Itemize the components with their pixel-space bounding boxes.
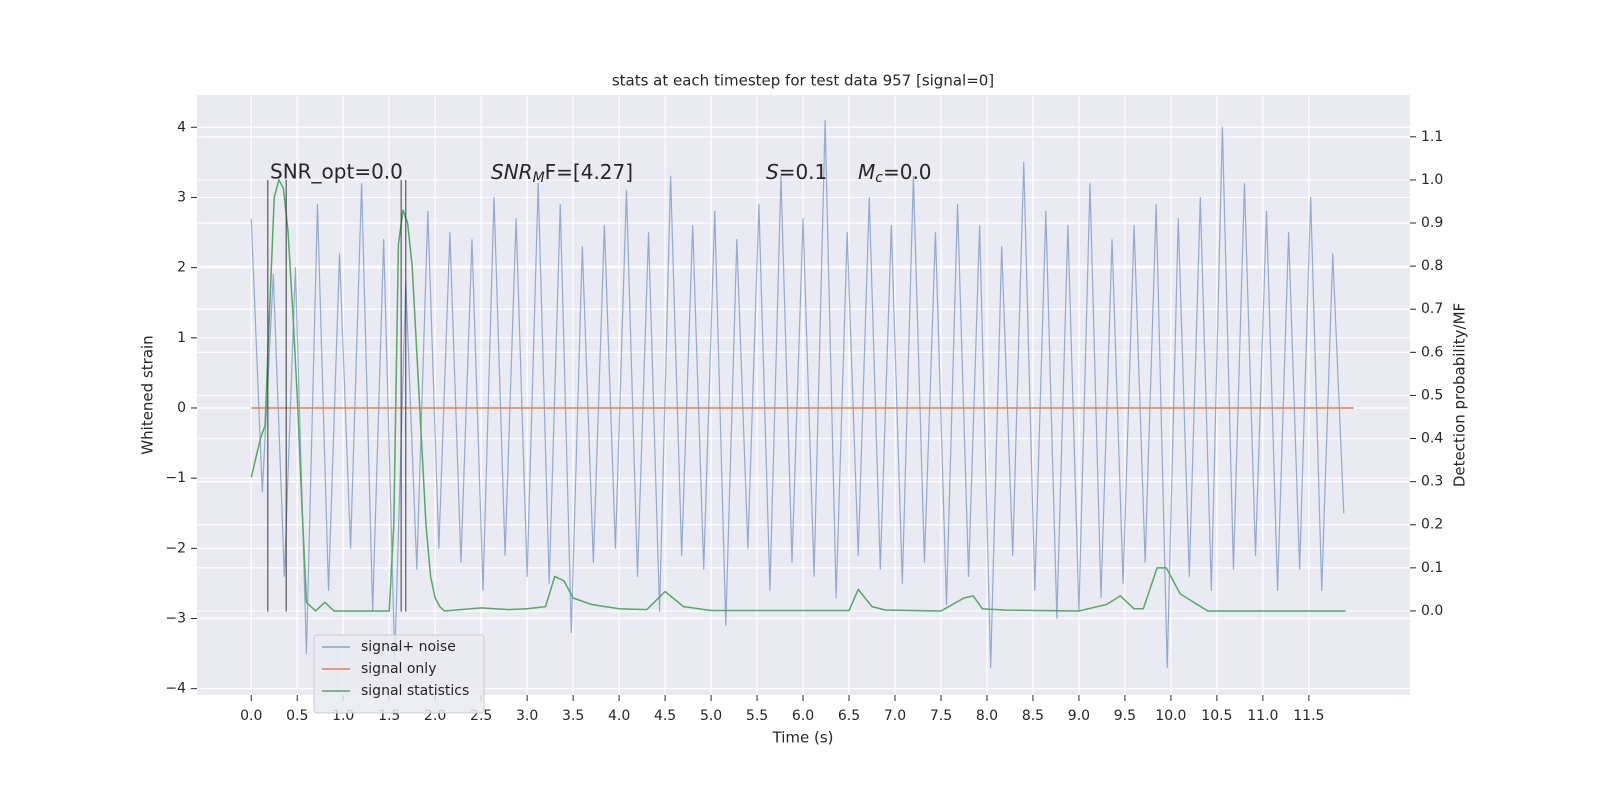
x-tick-label: 10.5: [1201, 708, 1232, 724]
annotation: Mc=0.0: [858, 160, 932, 187]
y2-tick-label: 0.7: [1421, 301, 1443, 317]
x-tick-label: 9.5: [1114, 708, 1136, 724]
x-tick-label: 11.0: [1247, 708, 1278, 724]
y2-tick-label: 0.1: [1421, 560, 1443, 576]
annotation-sub: M: [533, 170, 545, 186]
x-tick-label: 8.5: [1022, 708, 1044, 724]
annotation-rest: F=[4.27]: [545, 160, 633, 184]
x-tick-label: 10.0: [1155, 708, 1186, 724]
x-tick-label: 0.5: [286, 708, 308, 724]
y2-tick-label: 1.1: [1421, 129, 1443, 145]
y-tick-label: −2: [165, 540, 186, 556]
y-tick-label: −4: [165, 681, 186, 697]
legend-label: signal statistics: [361, 683, 469, 699]
y2-tick-label: 0.5: [1421, 387, 1443, 403]
annotation-main: SNR: [491, 160, 533, 184]
x-axis-label: Time (s): [772, 729, 834, 747]
legend-label: signal only: [361, 661, 436, 677]
annotation: S=0.1: [766, 160, 827, 184]
annotation-rest: =0.0: [883, 160, 932, 184]
x-tick-label: 8.0: [976, 708, 998, 724]
annotation: SNR_opt=0.0: [270, 160, 403, 184]
y-tick-label: 4: [177, 119, 186, 135]
x-tick-label: 7.0: [884, 708, 906, 724]
y-tick-label: 1: [177, 330, 186, 346]
y2-tick-label: 0.4: [1421, 431, 1443, 447]
x-tick-label: 6.5: [838, 708, 860, 724]
y-tick-label: 0: [177, 400, 186, 416]
y-axis-label: Whitened strain: [139, 335, 157, 454]
y-tick-label: 3: [177, 189, 186, 205]
x-tick-label: 5.5: [746, 708, 768, 724]
x-tick-label: 3.0: [516, 708, 538, 724]
x-tick-label: 4.5: [654, 708, 676, 724]
y2-tick-label: 0.3: [1421, 474, 1443, 490]
legend-box: [313, 634, 485, 714]
chart-title: stats at each timestep for test data 957…: [612, 72, 994, 90]
x-tick-label: 6.0: [792, 708, 814, 724]
annotation: SNRMF=[4.27]: [491, 160, 633, 187]
y2-axis-label: Detection probability/MF: [1451, 303, 1469, 487]
x-tick-label: 5.0: [700, 708, 722, 724]
y-tick-label: 2: [177, 260, 186, 276]
y-tick-label: −1: [165, 470, 186, 486]
annotation-main: S: [766, 160, 779, 184]
annotation-sub: c: [875, 170, 883, 186]
x-tick-label: 4.0: [608, 708, 630, 724]
y2-tick-label: 0.8: [1421, 258, 1443, 274]
legend-label: signal+ noise: [361, 639, 456, 655]
y2-tick-label: 0.6: [1421, 344, 1443, 360]
y2-tick-label: 0.9: [1421, 215, 1443, 231]
x-tick-label: 7.5: [930, 708, 952, 724]
x-tick-label: 9.0: [1068, 708, 1090, 724]
series-line: [250, 119, 1345, 669]
annotation-main: M: [858, 160, 875, 184]
x-tick-label: 11.5: [1293, 708, 1324, 724]
series-line: [250, 179, 1346, 612]
y2-tick-label: 0.0: [1421, 603, 1443, 619]
annotation-rest: =0.1: [779, 160, 828, 184]
y2-tick-label: 0.2: [1421, 517, 1443, 533]
y-tick-label: −3: [165, 611, 186, 627]
x-tick-label: 0.0: [240, 708, 262, 724]
x-tick-label: 3.5: [562, 708, 584, 724]
y2-tick-label: 1.0: [1421, 172, 1443, 188]
